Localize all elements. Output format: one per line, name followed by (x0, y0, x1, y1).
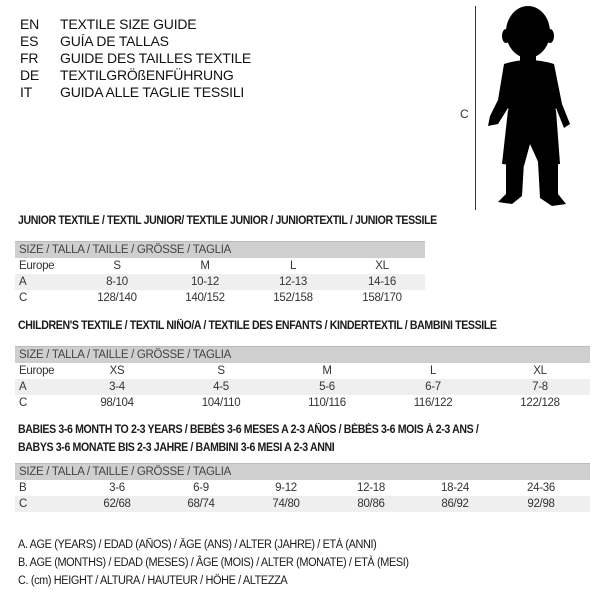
cell: 18-24 (441, 482, 469, 494)
lang-title-es: GUÍA DE TALLAS (60, 33, 169, 49)
cell: 98/104 (100, 397, 134, 409)
junior-size-table: SIZE / TALLA / TAILLE / GRÖSSE / TAGLIA … (15, 241, 425, 306)
table-row: A 3-4 4-5 5-6 6-7 7-8 (15, 379, 590, 395)
lang-code-en: EN (20, 16, 40, 32)
cell: 9-12 (275, 482, 297, 494)
child-silhouette-icon (488, 6, 570, 206)
babies-size-table: SIZE / TALLA / TAILLE / GRÖSSE / TAGLIA … (15, 463, 590, 512)
row-label: B (19, 482, 27, 494)
cell: 86/92 (441, 498, 469, 510)
cell: 140/152 (185, 292, 225, 304)
row-label: Europe (19, 365, 55, 377)
cell: 122/128 (520, 397, 560, 409)
table-row: Europe XS S M L XL (15, 363, 590, 379)
cell: 3-4 (109, 381, 125, 393)
cell: 6-7 (425, 381, 441, 393)
cell: 68/74 (187, 498, 215, 510)
cell: M (322, 365, 332, 377)
legend-item-b: B. AGE (MONTHS) / EDAD (MESES) / ÂGE (MO… (18, 557, 409, 569)
cell: 92/98 (527, 498, 555, 510)
table-row: A 8-10 10-12 12-13 14-16 (15, 274, 425, 290)
height-label: C (460, 107, 469, 121)
cell: M (200, 260, 210, 272)
legend-item-a: A. AGE (YEARS) / EDAD (AÑOS) / ÂGE (ANS)… (18, 539, 377, 551)
table-header: SIZE / TALLA / TAILLE / GRÖSSE / TAGLIA (15, 346, 590, 363)
cell: 14-16 (368, 276, 396, 288)
cell: 74/80 (272, 498, 300, 510)
cell: 104/110 (201, 397, 241, 409)
row-label: C (19, 292, 28, 304)
cell: 12-13 (279, 276, 307, 288)
cell: 116/122 (413, 397, 453, 409)
row-label: A (19, 381, 27, 393)
cell: 128/140 (97, 292, 137, 304)
lang-code-fr: FR (20, 50, 39, 66)
cell: 24-36 (527, 482, 555, 494)
cell: 10-12 (191, 276, 219, 288)
row-label: A (19, 276, 27, 288)
lang-code-it: IT (20, 84, 33, 100)
lang-title-fr: GUIDE DES TAILLES TEXTILE (60, 50, 252, 66)
cell: XL (375, 260, 389, 272)
cell: L (429, 365, 437, 377)
table-row: Europe S M L XL (15, 258, 425, 274)
legend: A. AGE (YEARS) / EDAD (AÑOS) / ÂGE (ANS)… (18, 536, 409, 590)
cell: S (113, 260, 121, 272)
cell: 4-5 (213, 381, 229, 393)
junior-title: JUNIOR TEXTILE / TEXTIL JUNIOR/ TEXTILE … (18, 215, 437, 227)
cell: 7-8 (532, 381, 548, 393)
lang-title-en: TEXTILE SIZE GUIDE (60, 16, 197, 32)
cell: XL (533, 365, 547, 377)
cell: 80/86 (357, 498, 385, 510)
legend-item-c: C. (cm) HEIGHT / ALTURA / HAUTEUR / HÖHE… (18, 575, 288, 587)
lang-title-de: TEXTILGRÖßENFÜHRUNG (60, 67, 234, 83)
row-label: Europe (19, 260, 55, 272)
cell: 5-6 (319, 381, 335, 393)
children-size-table: SIZE / TALLA / TAILLE / GRÖSSE / TAGLIA … (15, 346, 590, 411)
table-header: SIZE / TALLA / TAILLE / GRÖSSE / TAGLIA (15, 463, 590, 480)
cell: L (289, 260, 297, 272)
cell: 152/158 (273, 292, 313, 304)
cell: XS (109, 365, 125, 377)
children-title: CHILDREN'S TEXTILE / TEXTIL NIÑO/A / TEX… (18, 320, 497, 332)
height-line (475, 6, 476, 210)
babies-title-line1: BABIES 3-6 MONTH TO 2-3 YEARS / BEBÉS 3-… (18, 424, 479, 436)
cell: S (217, 365, 225, 377)
cell: 6-9 (193, 482, 209, 494)
row-label: C (19, 498, 28, 510)
table-row: C 62/68 68/74 74/80 80/86 86/92 92/98 (15, 496, 590, 512)
cell: 12-18 (357, 482, 385, 494)
cell: 8-10 (106, 276, 128, 288)
table-row: C 98/104 104/110 110/116 116/122 122/128 (15, 395, 590, 411)
cell: 62/68 (103, 498, 131, 510)
lang-code-de: DE (20, 67, 40, 83)
lang-title-it: GUIDA ALLE TAGLIE TESSILI (60, 84, 245, 100)
cell: 110/116 (308, 397, 346, 409)
table-row: B 3-6 6-9 9-12 12-18 18-24 24-36 (15, 480, 590, 496)
lang-code-es: ES (20, 33, 39, 49)
table-row: C 128/140 140/152 152/158 158/170 (15, 290, 425, 306)
babies-title-line2: BABYS 3-6 MONATE BIS 2-3 JAHRE / BAMBINI… (18, 442, 335, 454)
row-label: C (19, 397, 28, 409)
cell: 3-6 (109, 482, 125, 494)
table-header: SIZE / TALLA / TAILLE / GRÖSSE / TAGLIA (15, 241, 425, 258)
cell: 158/170 (362, 292, 402, 304)
